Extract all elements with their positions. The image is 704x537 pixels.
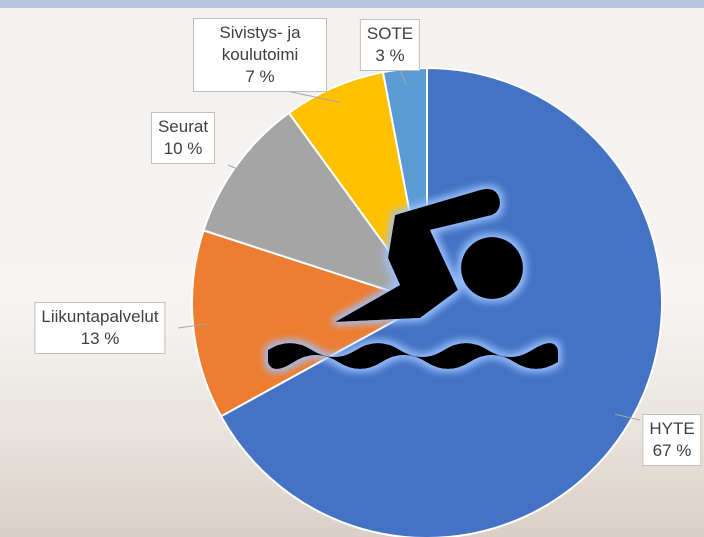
category-label: Sivistys- ja koulutoimi	[219, 23, 301, 64]
pie-slice	[219, 66, 663, 537]
data-label: Sivistys- ja koulutoimi 7 %	[193, 18, 327, 92]
pie-slice	[191, 229, 430, 418]
data-label: HYTE 67 %	[642, 414, 702, 466]
top-bar	[0, 0, 704, 8]
data-label: Liikuntapalvelut 13 %	[34, 302, 166, 354]
leader-line	[177, 323, 210, 329]
leader-line	[615, 413, 641, 421]
value-label: 13 %	[80, 329, 120, 348]
category-label: Seurat	[157, 117, 209, 136]
leader-lines	[177, 69, 641, 421]
category-label: HYTE	[649, 419, 695, 438]
value-label: 67 %	[652, 441, 692, 460]
value-label: 10 %	[163, 139, 203, 158]
data-label: SOTE 3 %	[359, 19, 421, 71]
leader-line	[227, 164, 251, 175]
pie-slice	[202, 111, 430, 305]
leader-line	[281, 89, 341, 103]
category-label: Liikuntapalvelut	[41, 307, 159, 326]
swimmer-icon	[268, 188, 558, 369]
category-label: SOTE	[366, 24, 414, 43]
value-label: 3 %	[375, 46, 405, 65]
data-label: Seurat 10 %	[150, 112, 216, 164]
value-label: 7 %	[245, 67, 275, 86]
leader-line	[399, 69, 407, 86]
